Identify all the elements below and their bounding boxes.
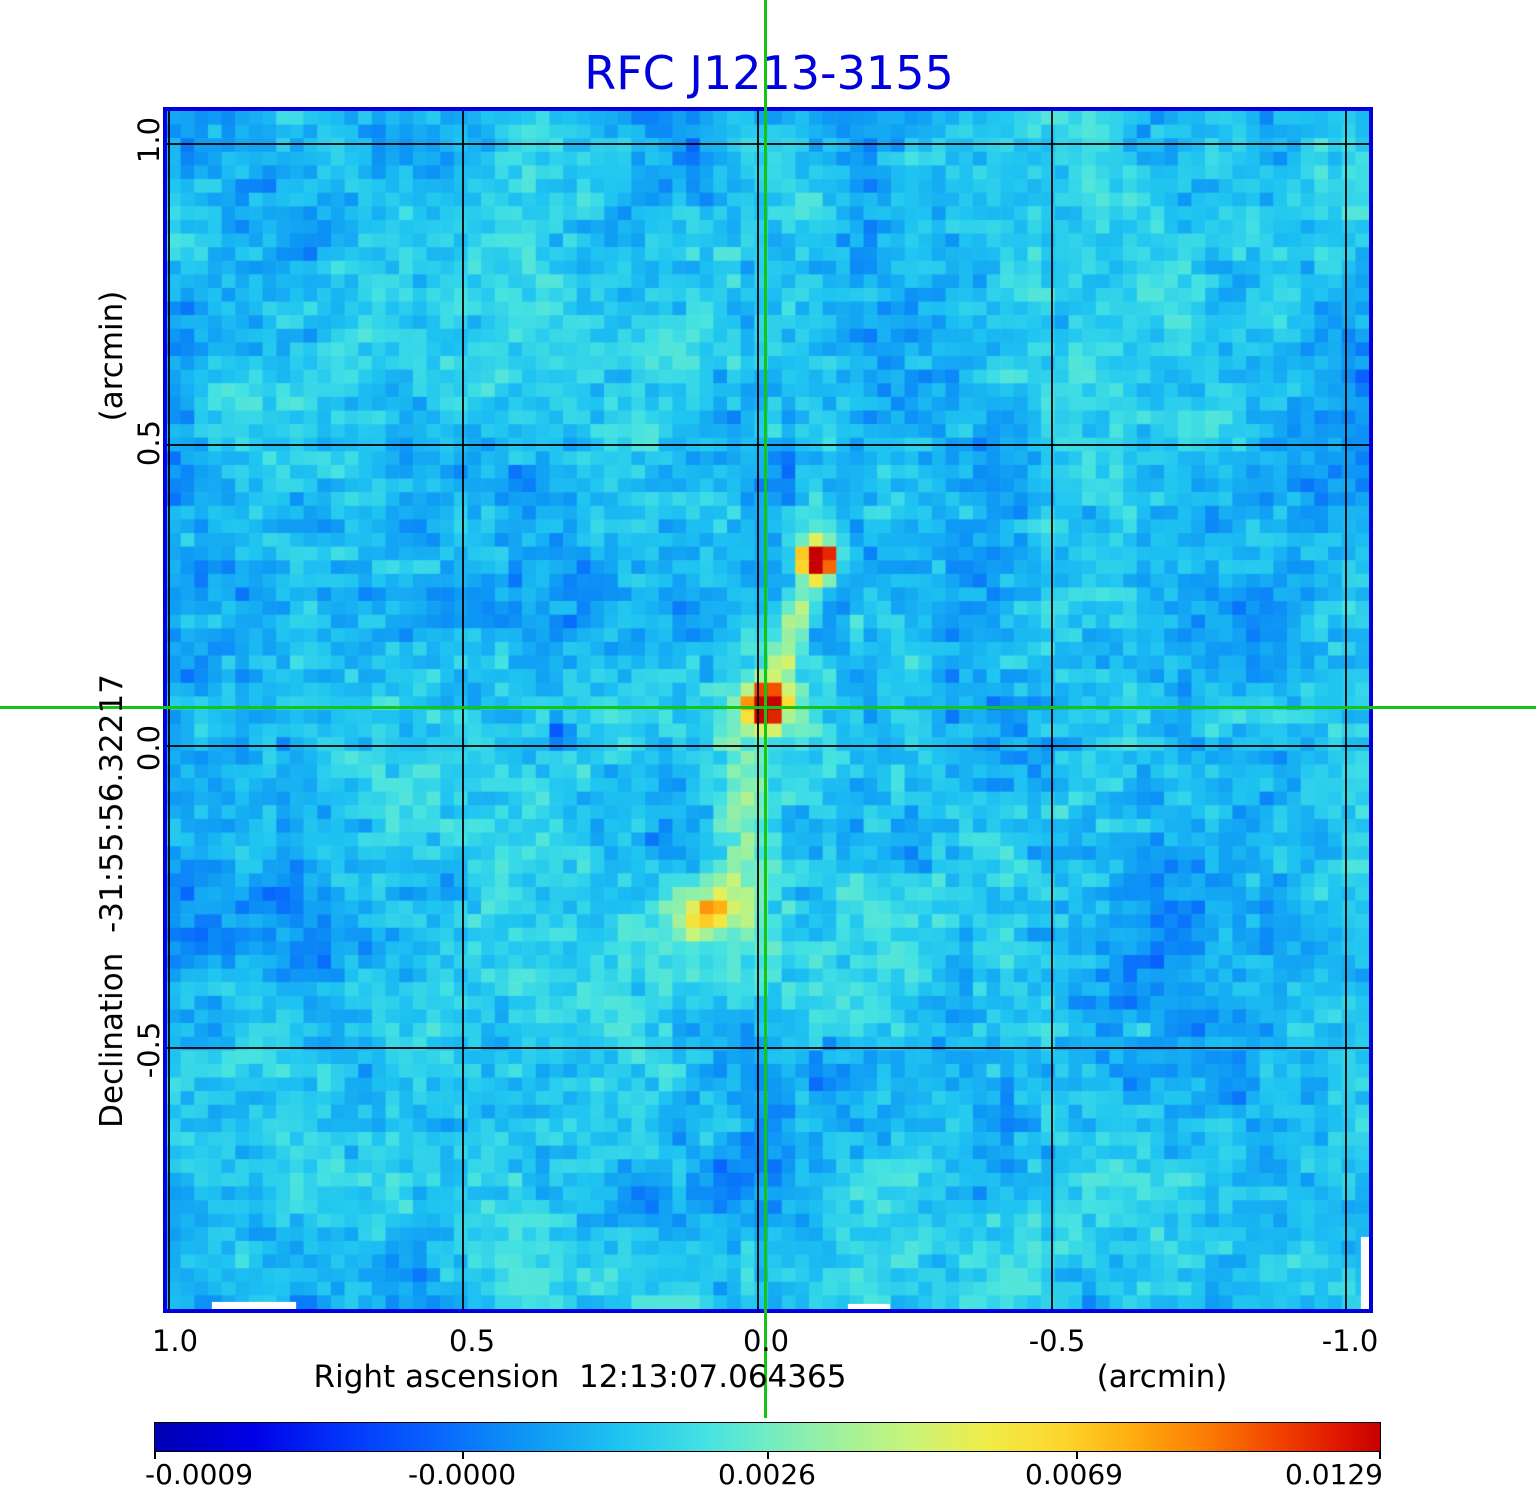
colorbar-tick [1076, 1452, 1078, 1459]
colorbar-label: 0.0069 [1025, 1458, 1123, 1491]
colorbar-label: -0.0009 [144, 1458, 254, 1491]
plot-frame [163, 107, 1373, 1313]
crosshair-horizontal-line [0, 706, 1536, 709]
map-edge-gap [212, 1302, 296, 1309]
x-tick-label: 1.0 [151, 1324, 199, 1358]
colorbar-label: -0.0000 [407, 1458, 517, 1491]
colorbar-label: 0.0129 [1285, 1458, 1383, 1491]
gridline-dec--0.5 [167, 1047, 1369, 1049]
y-tick-label: 0.0 [132, 724, 166, 772]
colorbar-tick [1379, 1452, 1381, 1459]
colorbar-gradient [154, 1422, 1381, 1452]
x-axis-unit: (arcmin) [1096, 1359, 1228, 1395]
gridline-dec-0.5 [167, 444, 1369, 446]
y-tick-label: -0.5 [132, 1021, 166, 1079]
crosshair-vertical-line [764, 0, 767, 1418]
x-tick-label: -0.5 [1028, 1324, 1086, 1358]
gridline-dec-1.0 [167, 143, 1369, 145]
colorbar-tick [462, 1452, 464, 1459]
x-tick-label: 0.0 [742, 1324, 790, 1358]
sky-map[interactable] [167, 111, 1369, 1309]
page-title: RFC J1213-3155 [584, 46, 954, 100]
y-axis-title: Declination -31:55:56.32217 [94, 674, 130, 1128]
y-tick-label: 1.0 [132, 116, 166, 164]
map-edge-gap [848, 1304, 890, 1309]
y-tick-label: 0.5 [132, 419, 166, 467]
y-axis-unit: (arcmin) [94, 290, 130, 422]
colorbar-label: 0.0026 [718, 1458, 816, 1491]
x-tick-label: 0.5 [448, 1324, 496, 1358]
x-tick-label: -1.0 [1321, 1324, 1379, 1358]
gridline-ra-0.0 [757, 111, 759, 1309]
gridline-ra-1.0 [168, 111, 170, 1309]
gridline-dec-0.0 [167, 745, 1369, 747]
map-edge-gap [1361, 1237, 1369, 1309]
colorbar-tick [767, 1452, 769, 1459]
gridline-ra--1.0 [1345, 111, 1347, 1309]
gridline-ra--0.5 [1051, 111, 1053, 1309]
gridline-ra-0.5 [462, 111, 464, 1309]
colorbar-tick [154, 1452, 156, 1459]
x-axis-title: Right ascension 12:13:07.064365 [313, 1359, 847, 1395]
